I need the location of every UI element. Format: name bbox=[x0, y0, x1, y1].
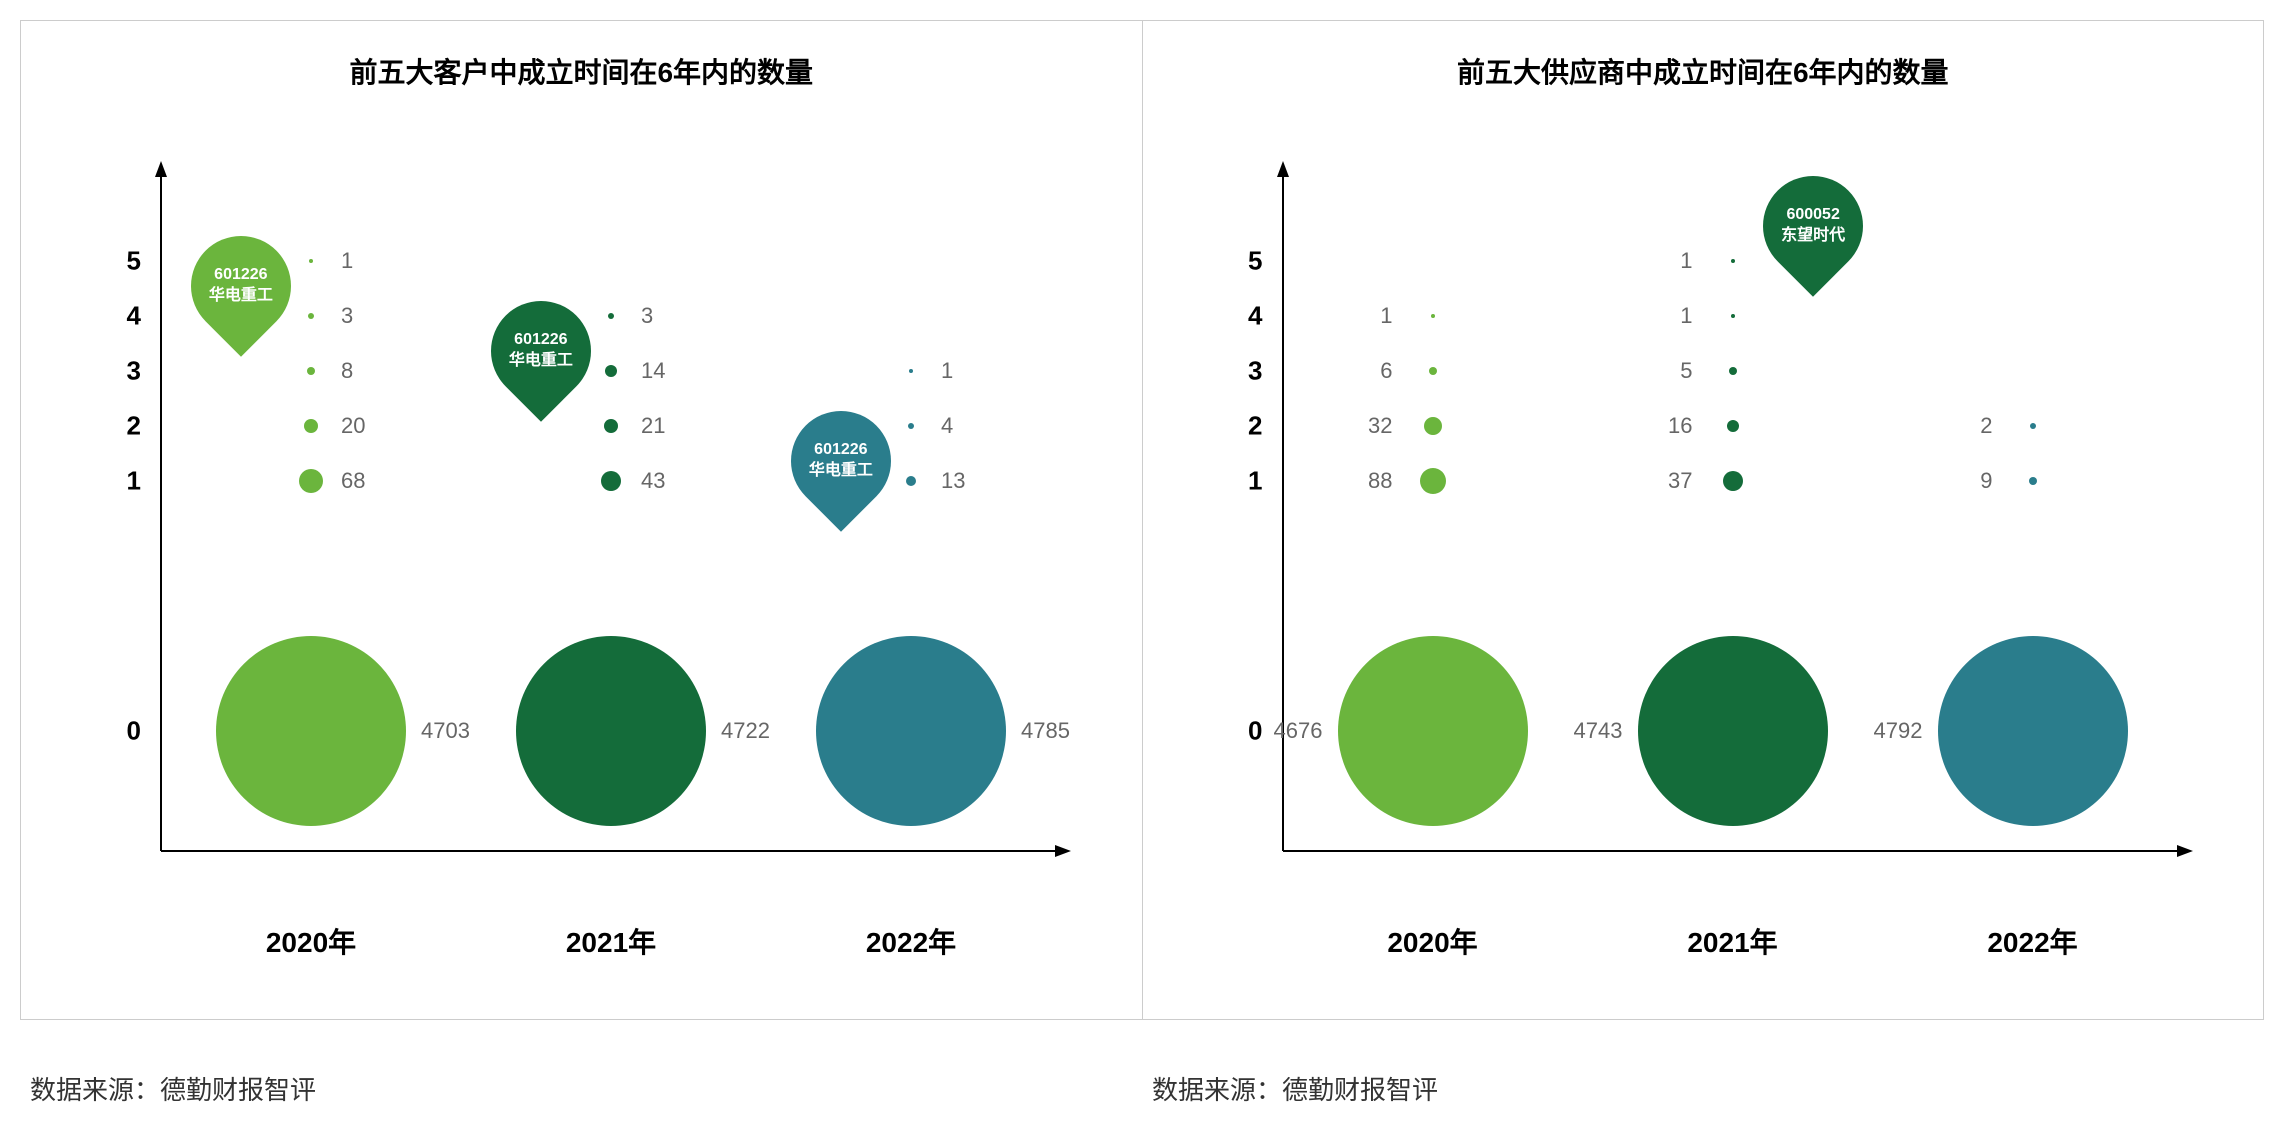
data-bubble bbox=[1938, 636, 2128, 826]
bubble-value-label: 8 bbox=[341, 358, 353, 384]
callout-bubble: 601226华电重工 bbox=[470, 280, 611, 421]
data-bubble bbox=[307, 367, 315, 375]
yaxis-tick-label: 3 bbox=[1223, 356, 1263, 387]
data-bubble bbox=[299, 469, 323, 493]
data-bubble bbox=[1338, 636, 1528, 826]
bubble-value-label: 88 bbox=[1368, 468, 1392, 494]
bubble-value-label: 14 bbox=[641, 358, 665, 384]
data-bubble bbox=[308, 313, 314, 319]
yaxis-tick-label: 2 bbox=[1223, 411, 1263, 442]
data-bubble bbox=[908, 423, 914, 429]
xaxis-category-label: 2020年 bbox=[266, 921, 356, 961]
bubble-value-label: 13 bbox=[941, 468, 965, 494]
data-bubble bbox=[1420, 468, 1446, 494]
right-panel: 前五大供应商中成立时间在6年内的数量 467688326147433716511… bbox=[1143, 21, 2264, 1019]
bubble-value-label: 4722 bbox=[721, 718, 770, 744]
bubble-value-label: 4 bbox=[941, 413, 953, 439]
bubble-value-label: 4703 bbox=[421, 718, 470, 744]
data-bubble bbox=[1731, 259, 1735, 263]
bubble-value-label: 4743 bbox=[1574, 718, 1623, 744]
data-bubble bbox=[816, 636, 1006, 826]
xaxis-category-label: 2021年 bbox=[566, 921, 656, 961]
data-bubble bbox=[1727, 420, 1739, 432]
bubble-value-label: 9 bbox=[1980, 468, 1992, 494]
callout-text: 600052东望时代 bbox=[1780, 205, 1844, 247]
data-bubble bbox=[1424, 417, 1442, 435]
left-plot: 4703 68 20 8 3 1 4722 43 21 14 3 4785 13 4 1 601226华电重工… bbox=[151, 151, 1071, 851]
data-bubble bbox=[309, 259, 313, 263]
callout-text: 601226华电重工 bbox=[509, 330, 573, 372]
bubble-value-label: 43 bbox=[641, 468, 665, 494]
data-bubble bbox=[909, 369, 913, 373]
right-plot: 4676 88 32 6 1 4743 37 16 5 1 1 4792 9 2 600052东望时代 bbox=[1273, 151, 2193, 851]
bubble-value-label: 4785 bbox=[1021, 718, 1070, 744]
bubble-value-label: 2 bbox=[1980, 413, 1992, 439]
data-bubble bbox=[605, 365, 617, 377]
yaxis-tick-label: 3 bbox=[101, 356, 141, 387]
bubble-value-label: 37 bbox=[1668, 468, 1692, 494]
yaxis-tick-label: 0 bbox=[1223, 716, 1263, 747]
sources-row: 数据来源：德勤财报智评 数据来源：德勤财报智评 bbox=[20, 1040, 2264, 1107]
bubble-value-label: 1 bbox=[1380, 303, 1392, 329]
data-bubble bbox=[2030, 423, 2036, 429]
right-source-label: 数据来源：德勤财报智评 bbox=[1142, 1070, 2264, 1107]
bubble-value-label: 16 bbox=[1668, 413, 1692, 439]
bubble-value-label: 3 bbox=[341, 303, 353, 329]
bubble-value-label: 1 bbox=[941, 358, 953, 384]
bubble-value-label: 1 bbox=[341, 248, 353, 274]
data-bubble bbox=[304, 419, 318, 433]
data-bubble bbox=[608, 313, 614, 319]
data-bubble bbox=[516, 636, 706, 826]
bubble-value-label: 21 bbox=[641, 413, 665, 439]
charts-container: 前五大客户中成立时间在6年内的数量 4703682083147224321143… bbox=[20, 20, 2264, 1020]
yaxis-tick-label: 2 bbox=[101, 411, 141, 442]
callout-bubble: 601226华电重工 bbox=[170, 215, 311, 356]
yaxis-tick-label: 1 bbox=[1223, 466, 1263, 497]
bubble-value-label: 20 bbox=[341, 413, 365, 439]
bubble-value-label: 4792 bbox=[1874, 718, 1923, 744]
bubble-value-label: 5 bbox=[1680, 358, 1692, 384]
bubble-value-label: 4676 bbox=[1274, 718, 1323, 744]
callout-bubble: 601226华电重工 bbox=[770, 390, 911, 531]
callout-bubble: 600052东望时代 bbox=[1742, 155, 1883, 296]
right-chart-area: 467688326147433716511479292600052东望时代 01… bbox=[1183, 111, 2224, 931]
yaxis-tick-label: 4 bbox=[101, 301, 141, 332]
callout-text: 601226华电重工 bbox=[209, 265, 273, 307]
yaxis-tick-label: 5 bbox=[101, 246, 141, 277]
callout-text: 601226华电重工 bbox=[809, 440, 873, 482]
xaxis-category-label: 2022年 bbox=[1987, 921, 2077, 961]
data-bubble bbox=[216, 636, 406, 826]
bubble-value-label: 1 bbox=[1680, 248, 1692, 274]
data-bubble bbox=[2029, 477, 2037, 485]
yaxis-tick-label: 5 bbox=[1223, 246, 1263, 277]
data-bubble bbox=[1429, 367, 1437, 375]
data-bubble bbox=[1731, 314, 1735, 318]
data-bubble bbox=[1723, 471, 1743, 491]
xaxis-category-label: 2022年 bbox=[866, 921, 956, 961]
bubble-value-label: 68 bbox=[341, 468, 365, 494]
bubble-value-label: 32 bbox=[1368, 413, 1392, 439]
data-bubble bbox=[1431, 314, 1435, 318]
left-chart-title: 前五大客户中成立时间在6年内的数量 bbox=[61, 51, 1102, 91]
right-chart-title: 前五大供应商中成立时间在6年内的数量 bbox=[1183, 51, 2224, 91]
bubble-value-label: 3 bbox=[641, 303, 653, 329]
yaxis-tick-label: 0 bbox=[101, 716, 141, 747]
left-panel: 前五大客户中成立时间在6年内的数量 4703682083147224321143… bbox=[21, 21, 1142, 1019]
data-bubble bbox=[601, 471, 621, 491]
data-bubble bbox=[604, 419, 618, 433]
left-chart-area: 470368208314722432114347851341601226华电重工… bbox=[61, 111, 1102, 931]
bubble-value-label: 1 bbox=[1680, 303, 1692, 329]
data-bubble bbox=[1729, 367, 1737, 375]
yaxis-tick-label: 4 bbox=[1223, 301, 1263, 332]
yaxis-tick-label: 1 bbox=[101, 466, 141, 497]
bubble-value-label: 6 bbox=[1380, 358, 1392, 384]
xaxis-category-label: 2021年 bbox=[1687, 921, 1777, 961]
xaxis-category-label: 2020年 bbox=[1387, 921, 1477, 961]
data-bubble bbox=[906, 476, 916, 486]
data-bubble bbox=[1638, 636, 1828, 826]
left-source-label: 数据来源：德勤财报智评 bbox=[20, 1070, 1142, 1107]
